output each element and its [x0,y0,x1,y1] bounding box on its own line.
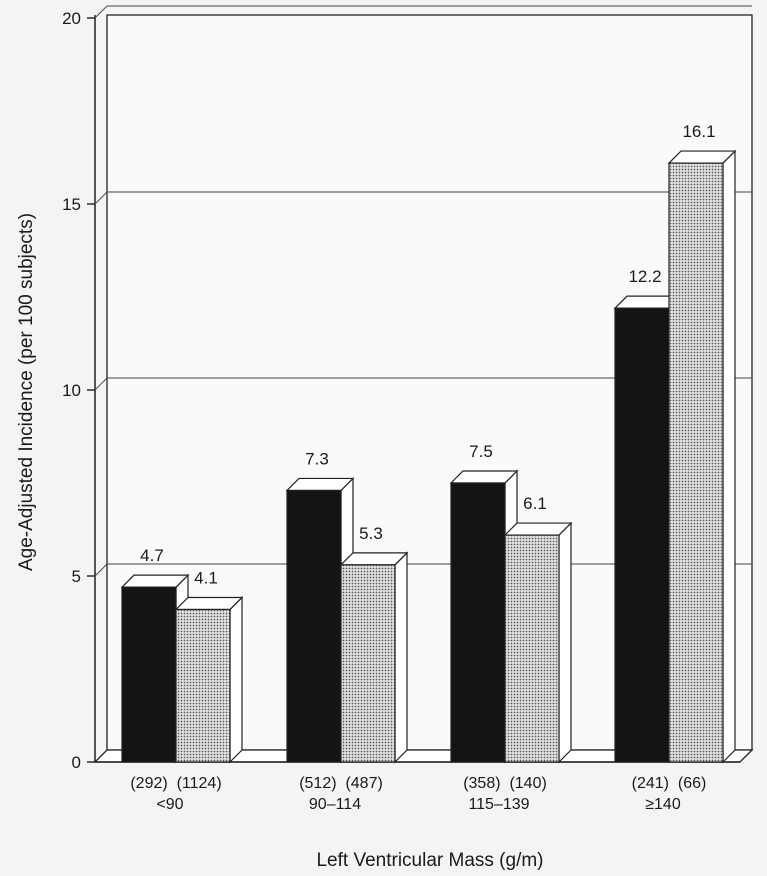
bar-side [558,521,572,764]
gridline-depth [94,377,108,391]
bar-value-label: 4.7 [140,546,164,565]
bar-side [229,596,243,764]
bar-value-label: 12.2 [628,267,661,286]
bar-front [175,608,231,763]
bar-front [340,564,396,763]
bar-value-label: 7.5 [469,442,493,461]
x-category-2: (512) (487) 90–114 [299,775,383,813]
bar-side [722,149,736,764]
bar-series2-3: 6.1 [503,494,573,764]
bar-top [503,522,573,536]
bar-series2-4: 16.1 [667,122,737,764]
x-category-counts: (292) (1124) [130,775,221,792]
bar-value-label: 16.1 [682,122,715,141]
x-category-counts: (358) (140) [463,775,547,792]
y-tick-label: 20 [62,9,81,28]
x-axis-label: Left Ventricular Mass (g/m) [316,850,543,871]
gridline-depth [94,5,108,19]
bar-value-label: 6.1 [523,494,547,513]
bar-front [614,307,670,763]
y-axis: 0 5 10 15 20 [62,9,95,772]
x-tick-label: 115–139 [468,796,529,813]
bar-top [174,596,244,611]
x-category-1: (292) (1124) <90 [130,775,221,813]
bar-top [120,574,190,588]
bar-side [394,551,408,764]
gridline-depth [94,563,108,577]
x-tick-label: 90–114 [309,796,361,813]
y-tick-label: 10 [62,381,81,400]
y-tick-label: 15 [62,195,81,214]
bar-front [121,586,177,763]
bar-front [450,482,506,763]
bar-front [504,534,560,763]
bar-top [667,150,737,164]
bar-top [449,470,519,484]
bar-front [286,489,342,763]
x-category-4: (241) (66) ≥140 [632,775,707,813]
x-axis-categories: (292) (1124) <90 (512) (487) 90–114 (358) (1… [130,775,706,813]
x-tick-label: ≥140 [645,796,681,813]
bar-series2-1: 4.1 [174,568,244,764]
y-tick-label: 5 [72,567,81,586]
bar-value-label: 4.1 [194,568,218,587]
x-category-3: (358) (140) 115–139 [463,775,547,813]
bars: 4.7 7.3 7.5 12.2 4.1 5.3 6.1 16.1 [120,122,737,764]
y-tick-label: 0 [72,753,81,772]
gridline-depth [94,191,108,205]
bar-value-label: 7.3 [305,449,329,468]
bar-series2-2: 5.3 [339,524,409,764]
x-category-counts: (512) (487) [299,775,383,792]
y-axis-label: Age-Adjusted Incidence (per 100 subjects… [16,213,37,571]
bar-value-label: 5.3 [359,524,383,543]
x-tick-label: <90 [156,796,183,813]
bar-front [668,162,724,763]
bar-top [285,477,355,492]
bar-top [339,552,409,566]
x-category-counts: (241) (66) [632,775,707,792]
